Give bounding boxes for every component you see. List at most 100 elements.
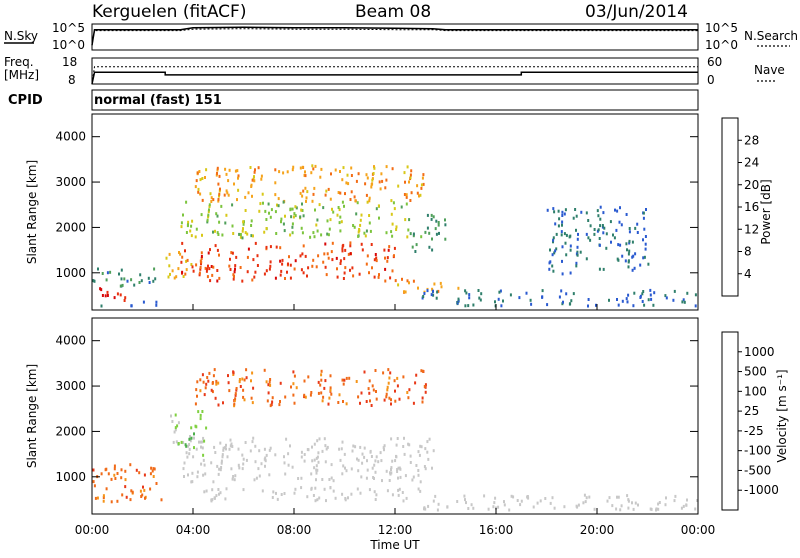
heat-cell [268, 380, 271, 384]
heat-cell [557, 209, 560, 213]
heat-cell [636, 231, 639, 234]
heat-cell [322, 260, 325, 264]
heat-cell [312, 494, 315, 497]
heat-cell [627, 293, 630, 297]
heat-cell [601, 224, 604, 227]
heat-cell [265, 218, 268, 221]
heat-cell [370, 183, 373, 186]
heat-cell [618, 220, 621, 224]
heat-cell [664, 503, 667, 507]
heat-cell [143, 488, 146, 492]
heat-cell [326, 445, 329, 449]
time-axis: 00:00 04:00 08:00 12:00 16:00 20:00 00:00 [75, 304, 715, 537]
heat-cell [387, 381, 390, 385]
heat-cell [321, 399, 324, 403]
heat-cell [371, 266, 373, 270]
heat-cell [510, 494, 513, 498]
colorbar-tick-label: 25 [744, 404, 759, 418]
heat-cell [380, 172, 383, 176]
heat-cell [551, 253, 554, 257]
heat-cell [369, 450, 372, 454]
heat-cell [194, 402, 197, 406]
heat-cell [351, 266, 354, 270]
heat-cell [210, 461, 213, 465]
heat-cell [239, 235, 242, 239]
heat-cell [390, 437, 393, 441]
heat-cell [220, 204, 223, 208]
heat-cell [330, 392, 333, 396]
heat-cell [304, 174, 307, 178]
heat-cell [409, 232, 412, 236]
heat-cell [353, 225, 356, 229]
heat-cell [140, 495, 143, 498]
heat-cell [348, 376, 351, 380]
heat-cell [410, 191, 413, 195]
heat-cell [655, 507, 658, 511]
heat-cell [237, 174, 240, 178]
heat-cell [509, 293, 512, 297]
heat-cell [228, 168, 231, 172]
heat-cell [200, 255, 203, 258]
heat-cell [344, 192, 346, 196]
heat-cell [301, 165, 304, 169]
heat-cell [120, 277, 123, 281]
heat-cell [359, 223, 362, 227]
heat-cell [202, 380, 205, 384]
heat-cell [301, 202, 303, 206]
heat-cell [222, 446, 225, 450]
heat-cell [373, 165, 375, 169]
heat-cell [416, 191, 419, 195]
heat-cell [341, 247, 344, 251]
heat-cell [359, 491, 362, 495]
heat-cell [291, 207, 294, 211]
heat-cell [360, 391, 363, 395]
heat-cell [595, 303, 597, 307]
heat-cell [138, 471, 141, 475]
heat-cell [418, 194, 420, 198]
heat-cell [585, 232, 588, 236]
heat-cell [262, 201, 264, 205]
heat-cell [375, 207, 378, 211]
heat-cell [468, 293, 471, 297]
heat-cell [374, 459, 377, 463]
heat-cell [200, 256, 203, 260]
heat-cell [196, 475, 199, 479]
heat-cell [140, 279, 143, 283]
heat-cell [365, 476, 368, 480]
heat-cell [282, 222, 285, 226]
heat-cell [478, 296, 481, 300]
heat-cell [218, 189, 221, 193]
heat-cell [310, 171, 313, 175]
heat-cell [430, 217, 433, 221]
heat-cell [230, 442, 233, 446]
heat-cell [327, 233, 330, 237]
heat-cell [342, 400, 344, 403]
heat-cell [683, 300, 686, 304]
heat-cell [174, 428, 177, 432]
heat-cell [552, 240, 554, 244]
heat-cell [432, 215, 435, 219]
heat-cell [171, 269, 174, 273]
heat-cell [313, 186, 316, 190]
heat-cell [92, 480, 95, 484]
heat-cell [437, 223, 440, 227]
heat-cell [307, 375, 310, 379]
heat-cell [368, 199, 371, 203]
heat-cell [336, 275, 339, 279]
heat-cell [532, 505, 535, 509]
heat-cell [212, 198, 215, 202]
heat-cell [291, 222, 294, 226]
heat-cell [674, 494, 677, 498]
heat-cell [100, 304, 103, 308]
heat-cell [343, 257, 346, 261]
heat-cell [232, 475, 235, 478]
heat-cell [520, 499, 523, 503]
heat-cell [284, 214, 286, 218]
heat-cell [472, 303, 475, 307]
colorbar-tick-label: 24 [744, 156, 759, 170]
heat-cell [270, 208, 273, 212]
heat-cell [260, 462, 263, 466]
heat-cell [385, 231, 388, 235]
heat-cell [315, 464, 318, 468]
